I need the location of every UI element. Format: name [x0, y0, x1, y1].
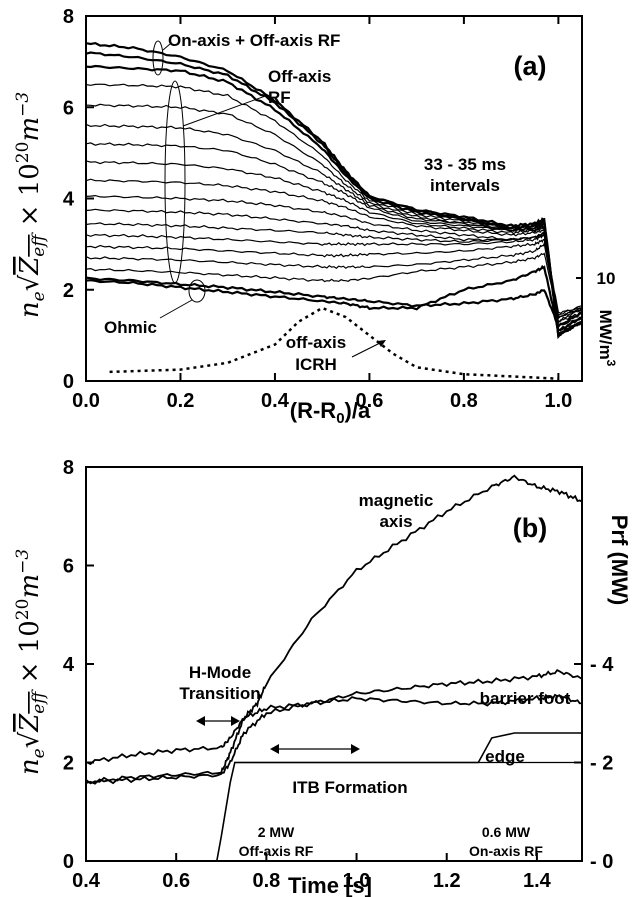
panel-a-y-tick-label: 8 — [63, 6, 74, 28]
panel-b-y-tick-label: 8 — [63, 457, 74, 479]
panel-b-y-tick-label: 0 — [63, 851, 74, 873]
panel-b-tag: (b) — [513, 513, 547, 543]
panel-a-right-tick-label: 10 — [597, 269, 616, 288]
panel-b-y2-tick-label: - 4 — [590, 654, 614, 676]
annotation-arrowhead-hmode-right — [231, 716, 240, 726]
annotation-edge: edge — [485, 747, 525, 766]
annotation-rf1-a: 2 MW — [258, 824, 295, 840]
annotation-offaxis-1: Off-axis — [268, 67, 331, 86]
svg-text:Prf (MW): Prf (MW) — [607, 515, 632, 605]
panel-b-series-barrier-foot — [85, 668, 583, 785]
panel-b-y-tick-label: 2 — [63, 753, 74, 775]
panel-a-series-4 — [85, 241, 583, 318]
svg-text:ne√Zeff × 1020m−3: ne√Zeff × 1020m−3 — [13, 549, 49, 775]
panel-a-y-tick-label: 4 — [63, 189, 75, 211]
annotation-ohmic: Ohmic — [104, 318, 157, 337]
panel-a-series-group — [85, 41, 583, 340]
panel-b-x-ticks: 0.4 0.6 0.8 1.0 1.2 1.4 — [72, 853, 552, 892]
panel-a-series-2 — [85, 276, 583, 329]
panel-b-y-tick-label: 6 — [63, 556, 74, 578]
annotation-arrowhead-icrh — [377, 340, 386, 347]
panel-b-y2-tick-label: - 2 — [590, 753, 613, 775]
panel-b-frame — [85, 466, 583, 862]
panel-a-x-label: (R-R0)/a — [290, 398, 371, 427]
annotation-rf2-a: 0.6 MW — [482, 824, 531, 840]
panel-a-series-5 — [85, 238, 583, 316]
annotation-ellipse-ohmic — [188, 279, 206, 303]
panel-a-series-6 — [85, 231, 583, 315]
annotation-axis-1: magnetic — [359, 491, 434, 510]
panel-a-x-tick-label: 0.0 — [72, 390, 100, 412]
panel-a-series-3 — [85, 252, 583, 317]
panel-a-x-tick-label: 0.2 — [167, 390, 195, 412]
annotation-leader-offaxis — [182, 94, 269, 127]
annotation-arrowhead-hmode-left — [196, 716, 205, 726]
annotation-arrowhead-itb-left — [270, 744, 279, 754]
panel-a-y-tick-label: 2 — [63, 280, 74, 302]
panel-a-series-11 — [85, 160, 583, 327]
panel-a-x-tick-label: 0.8 — [450, 390, 478, 412]
panel-a-y-label: ne√Zeff × 1020m−3 — [13, 92, 49, 318]
panel-a: 0.0 0.2 0.4 0.6 0.8 1.0 0 2 4 6 8 (R-R0)/a ne√Zef… — [13, 6, 618, 427]
panel-a-series-18 — [85, 41, 583, 339]
panel-b-y-tick-label: 4 — [63, 654, 75, 676]
panel-a-x-tick-label: 0.4 — [261, 390, 290, 412]
panel-a-frame — [85, 15, 583, 382]
panel-b-y-ticks: 0 2 4 6 8 — [63, 457, 94, 873]
svg-text:MW/m3: MW/m3 — [596, 310, 618, 367]
panel-a-series-1 — [85, 264, 583, 332]
annotation-hmode-2: Transition — [179, 684, 260, 703]
panel-a-tag: (a) — [514, 51, 547, 81]
panel-b: 0.4 0.6 0.8 1.0 1.2 1.4 0 2 4 6 8 - 0 - 2 - 4 Time … — [13, 457, 632, 897]
panel-b-series-group — [85, 474, 583, 862]
panel-b-x-tick-label: 0.8 — [252, 870, 280, 892]
panel-a-series-17 — [85, 51, 583, 338]
panel-a-x-tick-label: 1.0 — [544, 390, 572, 412]
annotation-top: On-axis + Off-axis RF — [168, 31, 340, 50]
panel-a-right-label: MW/m3 — [596, 310, 618, 367]
annotation-icrh-2: ICRH — [295, 355, 337, 374]
annotation-rf1-b: Off-axis RF — [239, 843, 314, 859]
svg-text:ne√Zeff × 1020m−3: ne√Zeff × 1020m−3 — [13, 92, 49, 318]
panel-b-x-tick-label: 1.4 — [523, 870, 552, 892]
panel-a-y-tick-label: 0 — [63, 371, 74, 393]
panel-a-y-tick-label: 6 — [63, 97, 74, 119]
panel-b-y2-ticks: - 0 - 2 - 4 — [574, 654, 614, 873]
annotation-itb: ITB Formation — [292, 778, 407, 797]
panel-a-x-ticks: 0.0 0.2 0.4 0.6 0.8 1.0 — [72, 16, 572, 412]
panel-a-y-ticks: 0 2 4 6 8 — [63, 6, 94, 393]
annotation-ellipse-top — [152, 40, 164, 76]
panel-a-series-9 — [85, 194, 583, 325]
panel-b-series-magnetic-axis — [85, 474, 583, 785]
annotation-leader-top — [162, 43, 171, 51]
annotation-intervals-1: 33 - 35 ms — [424, 155, 506, 174]
panel-a-series-15 — [85, 83, 583, 337]
panel-b-x-label: Time [s] — [288, 873, 372, 897]
panel-b-x-tick-label: 0.6 — [162, 870, 190, 892]
panel-a-series-10 — [85, 178, 583, 328]
panel-b-right-label: Prf (MW) — [607, 515, 632, 605]
panel-b-y2-tick-label: - 0 — [590, 851, 613, 873]
panel-b-x-tick-label: 1.2 — [433, 870, 461, 892]
annotation-foot: barrier foot — [480, 689, 571, 708]
panel-b-x-tick-label: 0.4 — [72, 870, 101, 892]
panel-a-series-7 — [85, 222, 583, 320]
panel-a-icrh-profile — [109, 306, 559, 380]
annotation-leader-ohmic — [159, 299, 193, 319]
panel-b-series-edge — [85, 693, 583, 766]
annotation-ellipse-offaxis — [164, 80, 186, 284]
annotation-hmode-1: H-Mode — [189, 663, 251, 682]
annotation-icrh-1: off-axis — [286, 333, 346, 352]
panel-a-x-tick-label: 0.6 — [356, 390, 384, 412]
annotation-rf2-b: On-axis RF — [469, 843, 543, 859]
panel-b-x-tick-label: 1.0 — [343, 870, 371, 892]
annotation-offaxis-2: RF — [268, 88, 291, 107]
annotation-arrow-icrh — [351, 341, 383, 358]
annotation-intervals-2: intervals — [430, 176, 500, 195]
panel-b-y-label: ne√Zeff × 1020m−3 — [13, 549, 49, 775]
annotation-arrowhead-itb-right — [351, 744, 360, 754]
annotation-axis-2: axis — [379, 512, 412, 531]
